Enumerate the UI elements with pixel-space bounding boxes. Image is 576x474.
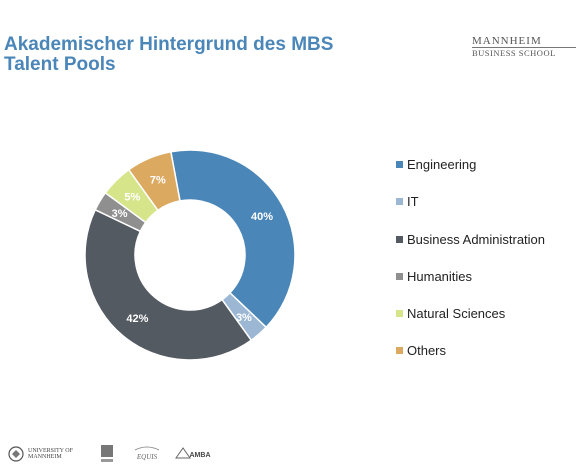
legend-item-business-administration: Business Administration xyxy=(396,231,545,268)
legend-label-others: Others xyxy=(407,343,447,359)
slice-others xyxy=(127,150,181,212)
equis-seal-icon: EQUIS xyxy=(134,446,160,461)
university-logo-text: UNIVERSITY OF MANNHEIM xyxy=(28,448,73,460)
legend-swatch-humanities xyxy=(396,272,403,280)
equis-logo: EQUIS xyxy=(132,442,162,466)
legend-swatch-others xyxy=(396,347,403,355)
legend-swatch-business-administration xyxy=(396,235,403,243)
legend-item-natural-sciences: Natural Sciences xyxy=(396,305,545,342)
legend-item-others: Others xyxy=(396,342,545,379)
slice-label-others: 7% xyxy=(150,175,166,187)
legend-label-business-administration: Business Administration xyxy=(407,231,546,247)
chart-legend: Engineering IT Business Administration Huma… xyxy=(396,156,545,380)
slice-business-administration xyxy=(84,208,253,361)
accreditation-footer: UNIVERSITY OF MANNHEIM EQUIS AMBA xyxy=(6,442,226,468)
legend-item-it: IT xyxy=(396,193,545,230)
svg-text:EQUIS: EQUIS xyxy=(136,453,158,461)
slice-label-it: 3% xyxy=(236,312,252,324)
svg-text:AMBA: AMBA xyxy=(190,452,211,459)
brand-line-1: MANNHEIM xyxy=(472,36,542,47)
legend-swatch-natural-sciences xyxy=(396,310,403,318)
legend-label-it: IT xyxy=(407,194,419,210)
slice-label-business-administration: 42% xyxy=(126,313,148,325)
brand-line-2: BUSINESS SCHOOL xyxy=(472,47,576,58)
legend-label-humanities: Humanities xyxy=(407,268,473,284)
legend-swatch-engineering xyxy=(396,161,403,168)
legend-label-engineering: Engineering xyxy=(407,157,477,172)
legend-label-natural-sciences: Natural Sciences xyxy=(407,306,506,322)
legend-item-engineering: Engineering xyxy=(396,156,545,193)
mannheim-business-school-logo: MANNHEIM BUSINESS SCHOOL xyxy=(472,36,576,58)
slice-label-engineering: 40% xyxy=(251,211,273,223)
slice-engineering xyxy=(169,149,296,329)
aacsb-seal-icon xyxy=(101,445,113,462)
amba-seal-icon: AMBA xyxy=(175,447,211,459)
legend-swatch-it xyxy=(396,198,403,206)
aacsb-logo xyxy=(100,442,114,466)
legend-item-humanities: Humanities xyxy=(396,268,545,305)
amba-logo: AMBA xyxy=(174,442,212,466)
slice-label-humanities: 3% xyxy=(112,208,128,220)
university-of-mannheim-logo: UNIVERSITY OF MANNHEIM xyxy=(6,442,74,466)
university-crest-icon xyxy=(8,446,24,462)
page-title: Akademischer Hintergrund des MBS Talent … xyxy=(4,34,334,75)
slice-label-natural-sciences: 5% xyxy=(124,192,140,204)
